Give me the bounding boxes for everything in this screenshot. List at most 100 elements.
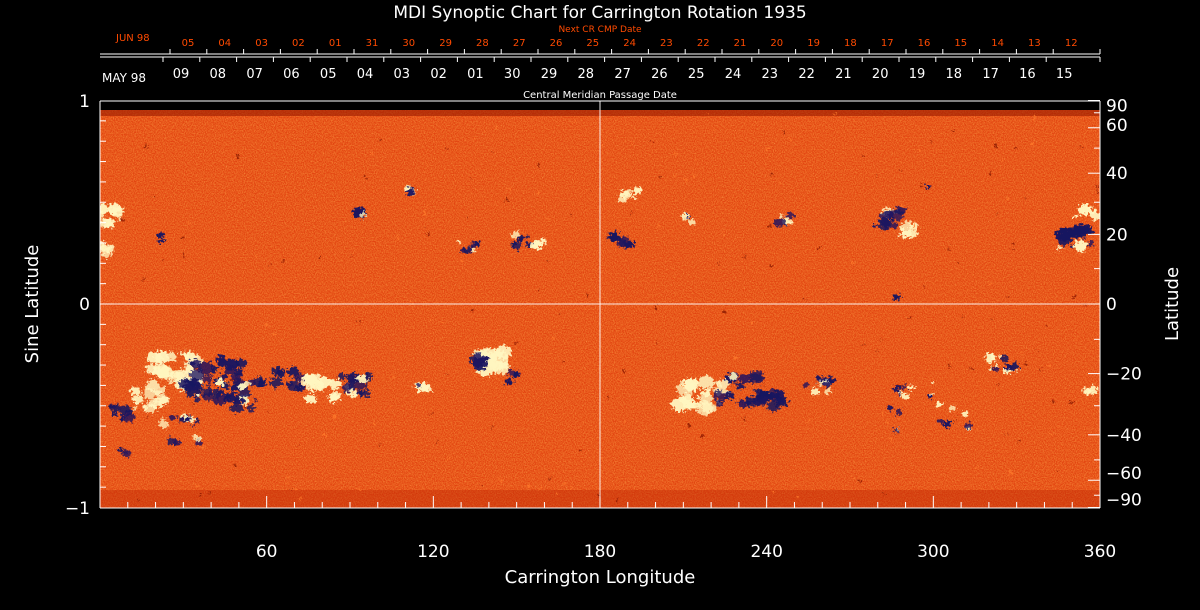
field-speck (244, 406, 246, 409)
left-axis-label: Sine Latitude (22, 245, 43, 364)
magnetic-region-spot (961, 411, 968, 417)
next-cr-day-label: 14 (991, 38, 1004, 49)
field-speck (553, 337, 555, 340)
field-speck (505, 198, 509, 202)
field-speck (465, 216, 468, 219)
field-speck (1050, 433, 1053, 435)
field-speck (763, 382, 765, 385)
magnetic-region-spot (810, 388, 820, 396)
next-cr-day-label: 05 (182, 38, 195, 49)
magnetic-region-spot (943, 420, 952, 428)
next-cr-day-label: 21 (734, 38, 747, 49)
field-speck (789, 139, 792, 143)
field-speck (1061, 167, 1063, 170)
magnetic-region-spot (881, 220, 891, 229)
field-speck (391, 376, 395, 379)
field-speck (516, 340, 519, 343)
field-speck (796, 496, 799, 498)
field-speck (428, 413, 432, 415)
field-speck (951, 243, 954, 247)
field-speck (342, 458, 346, 462)
right-tick-label: −90 (1106, 491, 1142, 511)
magnetic-region-spot (607, 231, 621, 242)
magnetic-region-spot (1073, 240, 1088, 252)
magnetic-region-spot (532, 240, 543, 249)
magnetic-region-spot (759, 395, 769, 404)
magnetic-region-spot (887, 405, 893, 411)
field-speck (445, 374, 448, 376)
field-speck (1052, 400, 1056, 403)
cmp-day-label: 01 (467, 67, 484, 82)
field-speck (858, 480, 861, 482)
next-cr-day-label: 18 (844, 38, 857, 49)
x-axis: Carrington Longitude 60 120 180 240 300 360 (127, 496, 1116, 588)
field-speck (349, 168, 351, 172)
field-speck (782, 130, 784, 133)
field-speck (351, 284, 353, 286)
magnetic-region-spot (993, 366, 999, 372)
magnetic-region-spot (217, 389, 224, 395)
field-speck (750, 322, 753, 325)
field-speck (1083, 305, 1086, 307)
field-speck (205, 375, 208, 378)
field-speck (590, 189, 592, 192)
field-speck (569, 213, 572, 217)
next-cr-month-label: JUN 98 (115, 33, 150, 44)
field-speck (295, 310, 298, 314)
magnetic-region-spot (786, 212, 795, 219)
field-speck (267, 410, 269, 413)
magnetic-region-spot (1004, 364, 1012, 371)
field-speck (151, 194, 154, 196)
cmp-day-label: 19 (909, 67, 926, 82)
field-speck (293, 488, 297, 490)
magnetic-region-spot (688, 219, 696, 226)
magnetic-region-spot (671, 396, 690, 412)
left-tick-label: −1 (65, 499, 90, 519)
right-axis-label: Latitude (1162, 267, 1183, 341)
field-speck (701, 434, 704, 438)
field-speck (481, 484, 484, 487)
next-cr-day-label: 27 (513, 38, 526, 49)
next-cr-day-label: 01 (329, 38, 342, 49)
x-tick-label: 300 (917, 542, 949, 562)
field-speck (851, 475, 852, 478)
field-speck (297, 445, 300, 447)
magnetic-region-spot (295, 384, 306, 393)
field-speck (1057, 469, 1060, 472)
field-speck (1078, 145, 1082, 148)
field-speck (483, 130, 485, 132)
magnetic-region-spot (1069, 233, 1077, 239)
right-tick-label: 20 (1106, 225, 1128, 245)
field-speck (717, 262, 720, 265)
magnetic-region-spot (526, 235, 530, 239)
magnetic-region-spot (816, 378, 820, 382)
field-speck (779, 182, 782, 185)
field-speck (192, 394, 196, 397)
magnetic-region-spot (100, 209, 105, 220)
field-speck (694, 160, 697, 162)
field-speck (428, 343, 431, 346)
cmp-day-label: 23 (762, 67, 779, 82)
field-speck (445, 147, 448, 149)
next-cr-day-label: 02 (292, 38, 305, 49)
field-speck (936, 147, 938, 151)
field-speck (508, 187, 512, 191)
field-speck (409, 302, 413, 305)
magnetic-region-spot (172, 439, 181, 446)
field-speck (950, 360, 953, 363)
right-tick-label: 0 (1106, 295, 1117, 315)
magnetic-region-spot (773, 389, 785, 399)
field-speck (436, 441, 439, 443)
right-tick-label: −60 (1106, 464, 1142, 484)
magnetic-region-spot (223, 394, 231, 401)
next-cr-day-label: 24 (623, 38, 636, 49)
magnetic-region-spot (1001, 355, 1010, 362)
magnetic-region-spot (634, 187, 643, 195)
magnetic-region-spot (717, 379, 729, 389)
magnetic-region-spot (1015, 370, 1019, 373)
magnetic-region-spot (130, 386, 142, 396)
field-speck (600, 143, 604, 147)
magnetic-region-spot (1088, 386, 1092, 390)
field-speck (538, 287, 540, 290)
field-speck (236, 155, 240, 159)
